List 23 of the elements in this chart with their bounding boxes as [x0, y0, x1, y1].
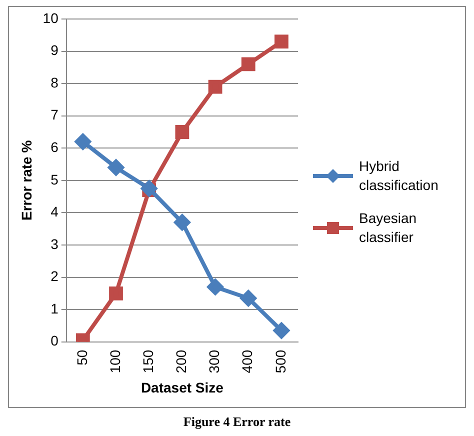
x-tick-label: 150 [140, 350, 156, 374]
y-tick-label: 2 [50, 268, 59, 284]
legend-label: Hybrid classification [359, 157, 440, 195]
x-tick-label: 200 [173, 350, 190, 374]
y-tick-label: 6 [50, 138, 59, 155]
x-tick-label: 500 [272, 350, 288, 374]
y-tick-label: 3 [50, 236, 59, 252]
y-tick-label: 5 [50, 171, 59, 188]
legend-label: Bayesian classifier [359, 209, 418, 247]
y-tick-label: 10 [42, 10, 59, 26]
y-tick-label: 0 [50, 332, 59, 349]
x-tick-label: 100 [106, 350, 123, 374]
y-tick-label: 9 [50, 42, 59, 58]
x-tick-label: 300 [206, 350, 222, 374]
x-tick-label: 400 [239, 350, 256, 374]
y-tick-label: 1 [50, 300, 59, 316]
x-tick-label: 50 [74, 350, 90, 366]
y-tick-label: 7 [50, 106, 59, 123]
y-tick-label: 8 [50, 74, 59, 90]
x-axis-title: Dataset Size [140, 379, 224, 396]
y-tick-label: 4 [50, 204, 59, 220]
caption: Figure 4 Error rate [182, 414, 292, 430]
y-axis-title: Error rate % [18, 140, 34, 220]
